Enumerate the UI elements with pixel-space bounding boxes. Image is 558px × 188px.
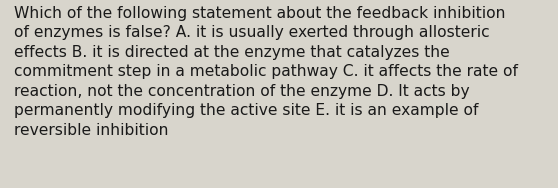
Text: Which of the following statement about the feedback inhibition
of enzymes is fal: Which of the following statement about t… — [14, 6, 518, 138]
